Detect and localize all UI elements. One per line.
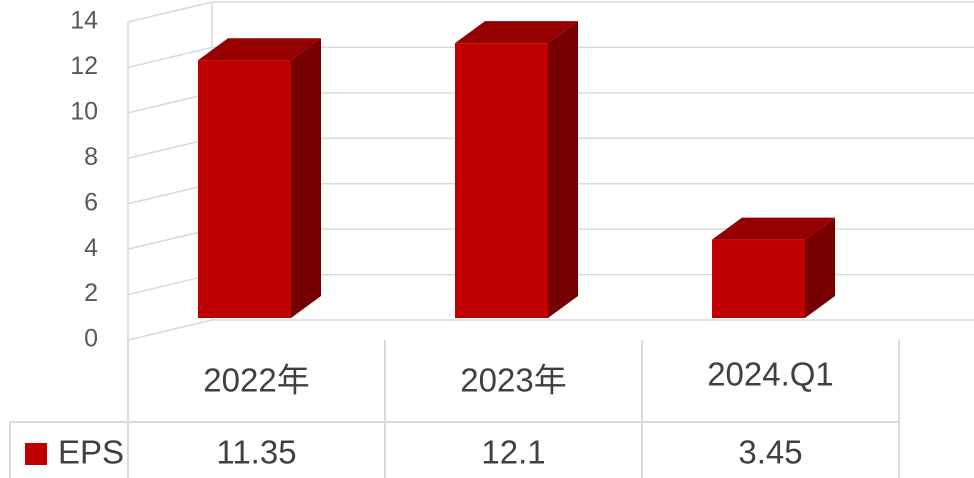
x-tick-label: 2024.Q1 (707, 356, 834, 393)
bar (712, 217, 835, 318)
grid-line (127, 1, 974, 23)
y-tick-label: 8 (84, 143, 98, 171)
bar-side (548, 21, 578, 319)
legend-swatch (25, 443, 47, 465)
bar-top (455, 21, 578, 44)
bar-front (455, 43, 548, 319)
bar-side (805, 217, 835, 318)
value-label: 3.45 (738, 434, 802, 471)
bar (198, 38, 321, 318)
y-tick-label: 6 (84, 188, 98, 216)
x-tick-label: 2023年 (460, 362, 566, 399)
grid-line (127, 319, 974, 341)
value-label: 11.35 (216, 434, 296, 471)
bar-side (291, 38, 321, 318)
y-tick-label: 14 (70, 7, 98, 35)
y-tick-label: 10 (70, 97, 98, 125)
bar-top (712, 217, 835, 240)
value-label: 12.1 (481, 434, 545, 471)
y-tick-label: 2 (84, 279, 98, 307)
y-tick-label: 4 (84, 234, 98, 262)
bar-front (198, 60, 291, 318)
y-tick-label: 12 (70, 52, 98, 80)
bar (455, 21, 578, 319)
legend-label: EPS (58, 434, 124, 471)
bar-top (198, 38, 321, 61)
x-tick-label: 2022年 (203, 362, 309, 399)
y-tick-label: 0 (84, 325, 98, 353)
data-table (9, 340, 900, 478)
bar-front (712, 239, 805, 318)
